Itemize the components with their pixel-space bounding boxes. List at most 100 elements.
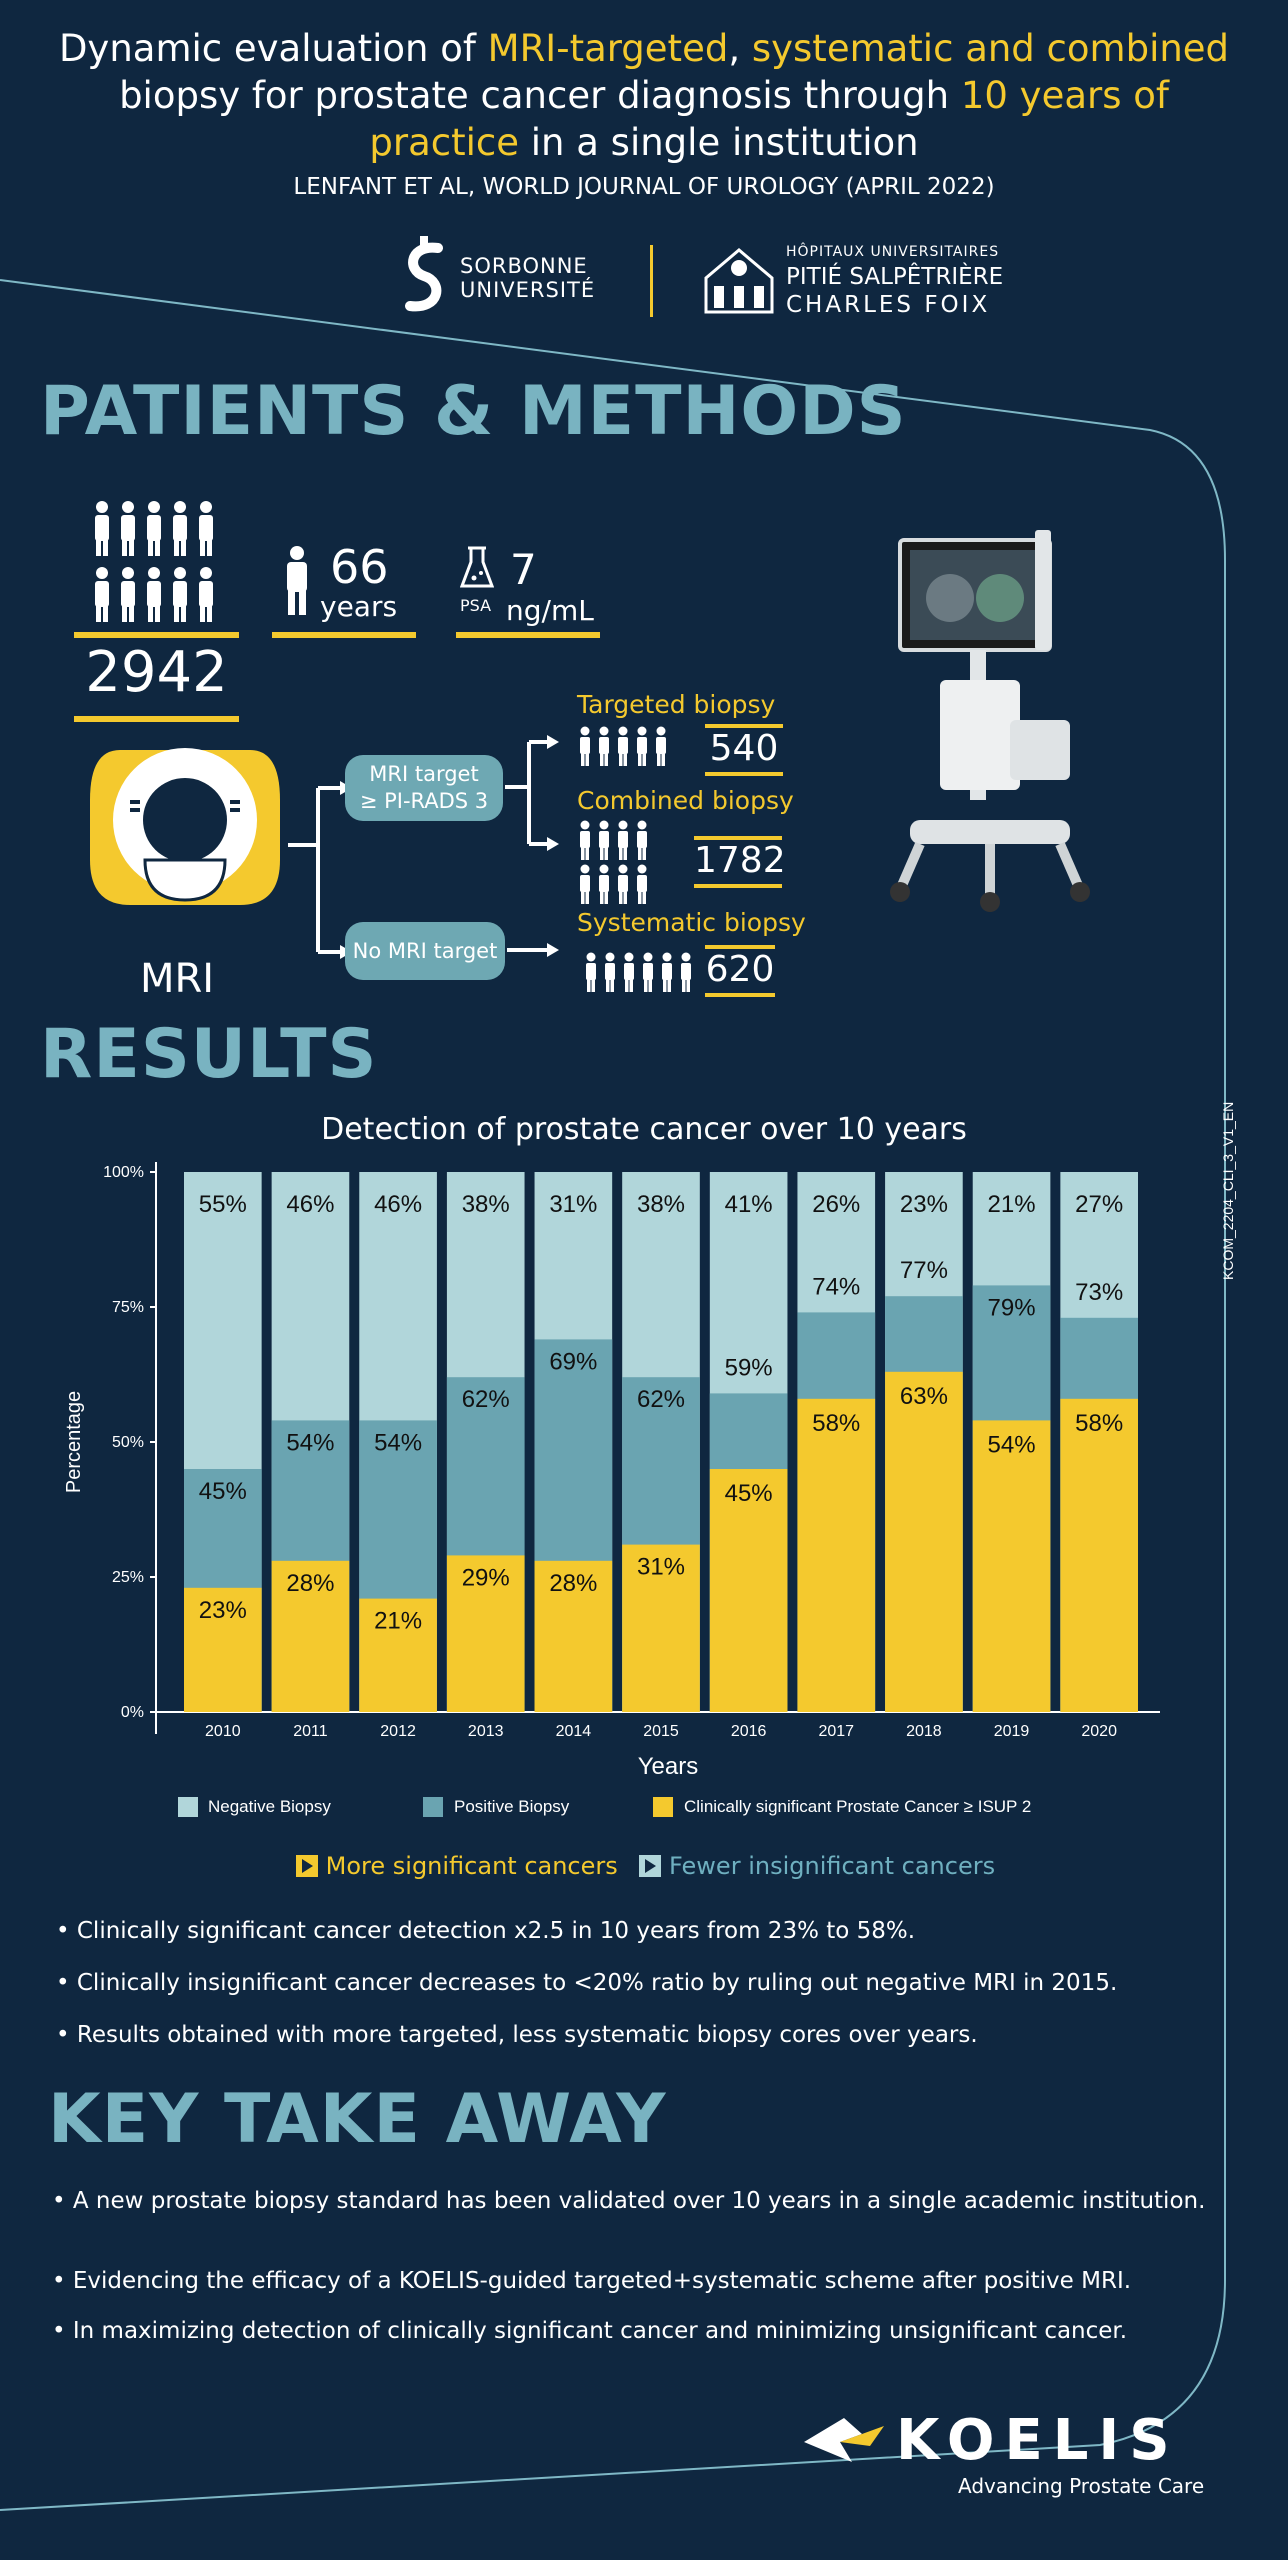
patients-icon <box>95 501 213 622</box>
sorbonne-line1: SORBONNE <box>460 254 588 278</box>
label-positive-2019: 79% <box>988 1294 1036 1321</box>
label-negative-2012: 46% <box>374 1191 422 1218</box>
person-icon <box>287 546 307 615</box>
y-axis-label: Percentage <box>63 1391 85 1493</box>
branch-arrows <box>505 735 559 957</box>
psa-unit: ng/mL <box>506 594 594 627</box>
y-tick-label: 25% <box>112 1569 144 1586</box>
patients-count-underline <box>74 716 239 722</box>
chart-legend: Negative Biopsy Positive Biopsy Clinical… <box>178 1795 1078 1819</box>
koelis-device-image <box>890 530 1090 912</box>
hopitaux-logo: HÔPITAUX UNIVERSITAIRES PITIÉ SALPÊTRIÈR… <box>700 232 1030 322</box>
targeted-biopsy-value: 540 <box>709 728 779 769</box>
header-title-line1: Dynamic evaluation of MRI-targeted, syst… <box>58 27 1230 70</box>
psa-value: 7 <box>510 545 537 594</box>
targeted-overline <box>705 724 783 728</box>
combined-underline <box>694 884 782 888</box>
label-significant-2010: 23% <box>199 1597 247 1624</box>
bar-significant-2014 <box>534 1560 613 1712</box>
label-positive-2015: 62% <box>637 1386 685 1413</box>
x-tick-label: 2013 <box>468 1723 504 1740</box>
results-bullet-1: • Clinically significant cancer detectio… <box>56 1918 916 1944</box>
label-positive-2020: 73% <box>1075 1279 1123 1306</box>
takeaway-bullet-1: • A new prostate biopsy standard has bee… <box>52 2188 1206 2214</box>
y-tick-label: 50% <box>112 1434 144 1451</box>
label-positive-2010: 45% <box>199 1478 247 1505</box>
psa-label: PSA <box>460 596 492 615</box>
psa-underline <box>456 632 600 638</box>
mri-target-threshold: ≥ PI-RADS 3 <box>359 789 489 813</box>
bar-significant-2011 <box>271 1560 350 1712</box>
label-significant-2013: 29% <box>462 1564 510 1591</box>
takeaway-bullet-2: • Evidencing the efficacy of a KOELIS-gu… <box>52 2268 1132 2294</box>
sorbonne-line2: UNIVERSITÉ <box>460 278 596 302</box>
label-negative-2016: 41% <box>725 1191 773 1218</box>
label-positive-2012: 54% <box>374 1429 422 1456</box>
detection-bar-chart: 0% 25% 50% 75% 100% Percentage Years 55% 45% 23% 2… <box>63 1162 1160 1780</box>
legend-more-significant: More significant cancers <box>325 1852 618 1880</box>
patients-count: 2942 <box>85 640 228 705</box>
sorbonne-s-icon <box>405 236 443 312</box>
bar-significant-2010 <box>184 1587 262 1712</box>
label-significant-2018: 63% <box>900 1383 948 1410</box>
x-tick-label: 2010 <box>205 1723 241 1740</box>
bar-significant-2015 <box>622 1544 700 1712</box>
label-negative-2018: 23% <box>900 1191 948 1218</box>
systematic-biopsy-value: 620 <box>705 949 775 990</box>
systematic-biopsy-label: Systematic biopsy <box>577 908 806 937</box>
targeted-biopsy-label: Targeted biopsy <box>577 690 776 719</box>
label-positive-2018: 77% <box>900 1257 948 1284</box>
targeted-underline <box>705 772 783 776</box>
hospital-building-icon <box>704 248 774 314</box>
chart-title: Detection of prostate cancer over 10 yea… <box>321 1112 967 1147</box>
results-key: More significant cancers Fewer insignifi… <box>296 1852 995 1880</box>
legend-fewer-insignificant: Fewer insignificant cancers <box>669 1852 996 1880</box>
x-tick-label: 2019 <box>994 1723 1030 1740</box>
label-significant-2012: 21% <box>374 1608 422 1635</box>
header-title-line2: biopsy for prostate cancer diagnosis thr… <box>119 74 1169 117</box>
koelis-brand: KOELIS <box>896 2408 1180 2473</box>
systematic-overline <box>705 945 775 949</box>
label-positive-2013: 62% <box>462 1386 510 1413</box>
results-bullet-2: • Clinically insignificant cancer decrea… <box>56 1970 1118 1996</box>
teal-play-icon <box>639 1855 662 1877</box>
koelis-tagline: Advancing Prostate Care <box>958 2474 1205 2498</box>
label-negative-2020: 27% <box>1075 1191 1123 1218</box>
combined-overline <box>694 836 782 840</box>
yellow-play-icon <box>296 1855 318 1877</box>
age-unit: years <box>320 590 398 623</box>
targeted-patients-icon <box>580 726 666 766</box>
koelis-logo-icon <box>804 2418 884 2462</box>
mri-target-pill: MRI target ≥ PI-RADS 3 <box>345 755 503 821</box>
logo-divider <box>650 245 653 317</box>
section-title-takeaway: KEY TAKE AWAY <box>48 2080 667 2159</box>
citation: LENFANT ET AL, WORLD JOURNAL OF UROLOGY … <box>293 174 995 200</box>
bar-significant-2013 <box>446 1555 525 1712</box>
label-negative-2017: 26% <box>812 1191 860 1218</box>
sorbonne-logo: SORBONNE UNIVERSITÉ <box>400 232 610 322</box>
label-positive-2017: 74% <box>812 1273 860 1300</box>
x-tick-label: 2014 <box>556 1723 592 1740</box>
label-positive-2016: 59% <box>725 1354 773 1381</box>
bar-significant-2017 <box>797 1398 876 1712</box>
label-positive-2014: 69% <box>549 1348 597 1375</box>
bar-significant-2016 <box>709 1469 788 1712</box>
label-significant-2017: 58% <box>812 1410 860 1437</box>
hopitaux-line3: CHARLES FOIX <box>786 292 991 318</box>
takeaway-bullet-3: • In maximizing detection of clinically … <box>52 2318 1128 2344</box>
legend-significant: Clinically significant Prostate Cancer ≥… <box>684 1797 1032 1816</box>
document-code: KCOM_2204_CLI_3_V1_EN <box>1220 1101 1236 1280</box>
x-tick-label: 2016 <box>731 1723 767 1740</box>
mri-scanner-icon <box>90 748 280 905</box>
combined-biopsy-label: Combined biopsy <box>577 786 794 815</box>
label-negative-2014: 31% <box>549 1191 597 1218</box>
x-tick-label: 2011 <box>293 1723 328 1740</box>
no-mri-target-pill: No MRI target <box>345 922 505 980</box>
section-title-results: RESULTS <box>40 1015 378 1094</box>
label-negative-2015: 38% <box>637 1191 685 1218</box>
flask-icon <box>460 546 494 588</box>
x-tick-label: 2018 <box>906 1723 942 1740</box>
label-negative-2019: 21% <box>988 1191 1036 1218</box>
label-significant-2011: 28% <box>286 1570 334 1597</box>
